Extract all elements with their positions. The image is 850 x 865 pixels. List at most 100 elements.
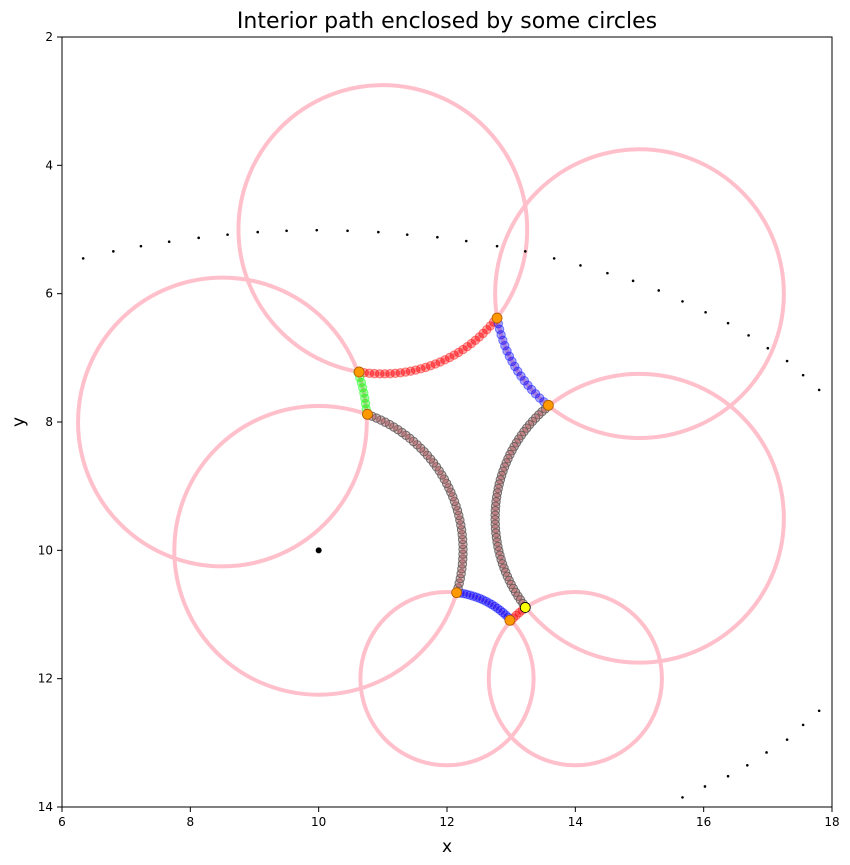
path-arc-point-dark bbox=[457, 559, 468, 569]
junction-point bbox=[362, 408, 373, 420]
path-arc-point-dark bbox=[380, 417, 391, 427]
curve-dot bbox=[464, 239, 468, 243]
curve-dot bbox=[785, 359, 789, 363]
y-axis-label: y bbox=[9, 417, 29, 427]
path-arc-point-green bbox=[357, 383, 368, 393]
path-arc-point-red bbox=[482, 325, 492, 335]
curve-dot bbox=[112, 250, 115, 253]
curve-dot bbox=[606, 271, 609, 275]
path-arc-point-blue bbox=[534, 393, 545, 403]
curve-dot bbox=[495, 244, 499, 248]
path-arc-point-blue bbox=[496, 330, 506, 340]
path-arc-point-red bbox=[478, 328, 488, 339]
junction-point bbox=[504, 614, 516, 626]
path-arc-point-blue bbox=[487, 599, 497, 610]
path-arc-point-blue bbox=[465, 590, 475, 600]
path-arc-point-red bbox=[462, 341, 472, 352]
path-arc-point-red bbox=[364, 368, 375, 378]
enclosing-circle bbox=[358, 590, 536, 768]
curve-dot bbox=[801, 723, 805, 727]
path-arc-point-dark bbox=[446, 487, 456, 498]
curve-dot bbox=[746, 763, 749, 767]
highlight-point bbox=[519, 602, 531, 613]
path-arc-point-blue bbox=[504, 351, 515, 361]
path-arc-point-red bbox=[380, 369, 390, 379]
path-arc-point-red bbox=[400, 367, 411, 377]
path-arc-point-blue bbox=[523, 380, 533, 390]
x-axis: 6 8 10 12 14 16 18 bbox=[58, 807, 840, 829]
path-arc-point-dark bbox=[422, 450, 433, 461]
path-arc-point-red bbox=[416, 364, 426, 374]
curve-dot bbox=[315, 228, 319, 232]
curve-dot bbox=[552, 257, 556, 260]
y-tick-label: 2 bbox=[45, 30, 53, 44]
curve-dot bbox=[657, 289, 661, 292]
curve-dot bbox=[81, 257, 85, 260]
x-tick-label: 8 bbox=[187, 815, 195, 829]
path-arc-point-red bbox=[485, 321, 495, 331]
path-arc-point-blue bbox=[502, 346, 512, 356]
path-arc-point-dark bbox=[412, 440, 422, 450]
path-arc-point-dark bbox=[444, 483, 454, 493]
y-tick-label: 6 bbox=[45, 287, 53, 301]
x-axis-label: x bbox=[442, 837, 452, 857]
path-arc-point-green bbox=[356, 377, 367, 388]
path-arc-point-red bbox=[458, 344, 468, 355]
path-arc-point-red bbox=[395, 368, 406, 378]
path-arc-point-dark bbox=[456, 568, 466, 579]
path-arc-point-blue bbox=[492, 603, 503, 614]
curve-dot bbox=[579, 264, 582, 267]
curve-dot bbox=[197, 236, 200, 240]
junction-point bbox=[451, 587, 463, 599]
curve-dot bbox=[285, 229, 288, 233]
path-arc-point-green bbox=[359, 388, 369, 398]
path-arc-point-dark bbox=[415, 443, 426, 453]
curve-dot bbox=[801, 373, 805, 377]
path-arc-point-dark bbox=[458, 539, 468, 550]
path-arc-point-blue bbox=[484, 598, 494, 608]
path-arc-point-red bbox=[444, 352, 455, 363]
path-arc-point-dark bbox=[376, 415, 386, 425]
junction-point bbox=[491, 312, 503, 324]
curve-dot bbox=[256, 230, 260, 234]
enclosing-circle bbox=[493, 371, 786, 665]
curve-dot bbox=[817, 709, 821, 713]
junction-point bbox=[353, 366, 365, 378]
path-arc-point-red bbox=[440, 355, 450, 365]
path-arc-point-blue bbox=[462, 589, 472, 600]
x-tick-label: 10 bbox=[311, 815, 326, 829]
path-arc-point-blue bbox=[468, 591, 479, 601]
path-arc-point-red bbox=[474, 332, 485, 342]
path-arc-point-blue bbox=[490, 601, 500, 612]
path-arc-point-red bbox=[430, 359, 441, 369]
path-arc-point-dark bbox=[457, 534, 468, 545]
curve-dot bbox=[681, 300, 684, 303]
curve-dot bbox=[817, 388, 821, 392]
enclosing-circle bbox=[76, 275, 369, 569]
path-arc-point-red bbox=[410, 365, 421, 375]
curve-dot bbox=[766, 346, 770, 350]
path-arc-point-blue bbox=[494, 324, 505, 334]
path-arc-point-blue bbox=[510, 361, 520, 372]
curve-dot bbox=[703, 785, 707, 788]
y-tick-label: 8 bbox=[45, 415, 53, 429]
path-arc-point-blue bbox=[498, 335, 508, 345]
path-arc-point-red bbox=[390, 368, 400, 379]
curve-dot bbox=[523, 250, 527, 253]
path-arc-point-dark bbox=[457, 564, 467, 574]
path-arc-point-blue bbox=[475, 593, 485, 604]
path-arc-point-red bbox=[425, 361, 436, 371]
path-arc-point-dark bbox=[458, 549, 468, 559]
path-arc-point-red bbox=[420, 362, 431, 373]
curve-dot bbox=[726, 321, 730, 325]
path-arc-point-blue bbox=[516, 371, 526, 381]
y-axis: 2 4 6 8 10 12 14 bbox=[38, 30, 62, 814]
path-arc-point-blue bbox=[513, 366, 523, 377]
enclosing-circle bbox=[236, 83, 530, 376]
x-tick-label: 6 bbox=[58, 815, 66, 829]
center-point bbox=[315, 547, 322, 554]
x-tick-label: 18 bbox=[824, 815, 839, 829]
path-arc-point-red bbox=[375, 369, 385, 379]
path-arc-point-blue bbox=[481, 596, 491, 607]
